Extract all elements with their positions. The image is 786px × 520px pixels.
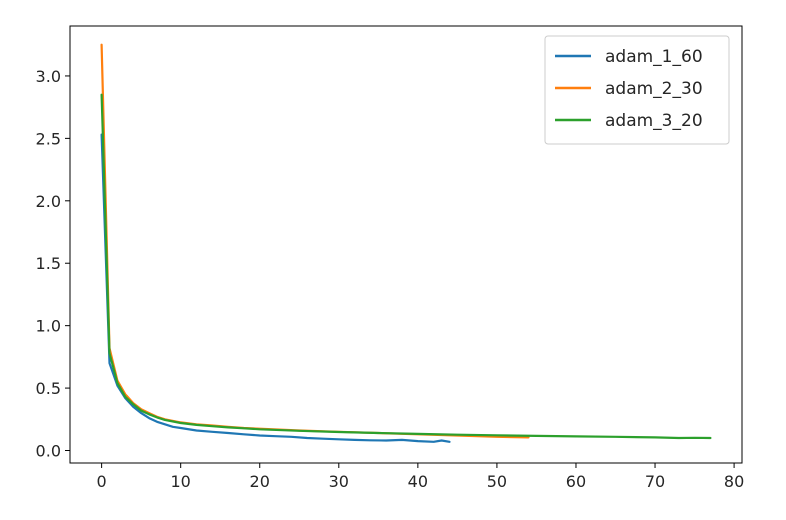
x-tick-label: 80 bbox=[724, 472, 744, 491]
series-line-adam_3_20 bbox=[100, 93, 712, 440]
axes-frame bbox=[69, 25, 743, 464]
x-tick-label: 10 bbox=[171, 472, 191, 491]
legend-label-adam_3_20: adam_3_20 bbox=[605, 111, 703, 131]
legend: adam_1_60 adam_2_30 adam_3_20 bbox=[544, 35, 730, 145]
series-line-adam_1_60 bbox=[100, 133, 451, 443]
y-tick-label: 3.0 bbox=[36, 67, 61, 86]
y-tick-label: 2.0 bbox=[36, 192, 61, 211]
y-tick-label: 0.0 bbox=[36, 442, 61, 461]
x-tick-label: 50 bbox=[487, 472, 507, 491]
y-tick-label: 2.5 bbox=[36, 129, 61, 148]
x-tick-label: 70 bbox=[645, 472, 665, 491]
x-tick-label: 30 bbox=[329, 472, 349, 491]
y-tick-label: 1.5 bbox=[36, 254, 61, 273]
x-tick-label: 60 bbox=[566, 472, 586, 491]
x-tick-label: 0 bbox=[97, 472, 107, 491]
legend-label-adam_1_60: adam_1_60 bbox=[605, 47, 703, 67]
x-tick-label: 40 bbox=[408, 472, 428, 491]
legend-box bbox=[544, 35, 730, 145]
x-tick-label: 20 bbox=[250, 472, 270, 491]
axes: 0 10 20 30 40 50 60 70 80 0.0 0.5 1.0 1.5 2.0 2.5 3.0 bbox=[36, 25, 744, 491]
plot-area bbox=[100, 43, 712, 443]
y-tick-label: 0.5 bbox=[36, 379, 61, 398]
y-tick-label: 1.0 bbox=[36, 317, 61, 336]
legend-label-adam_2_30: adam_2_30 bbox=[605, 79, 703, 99]
